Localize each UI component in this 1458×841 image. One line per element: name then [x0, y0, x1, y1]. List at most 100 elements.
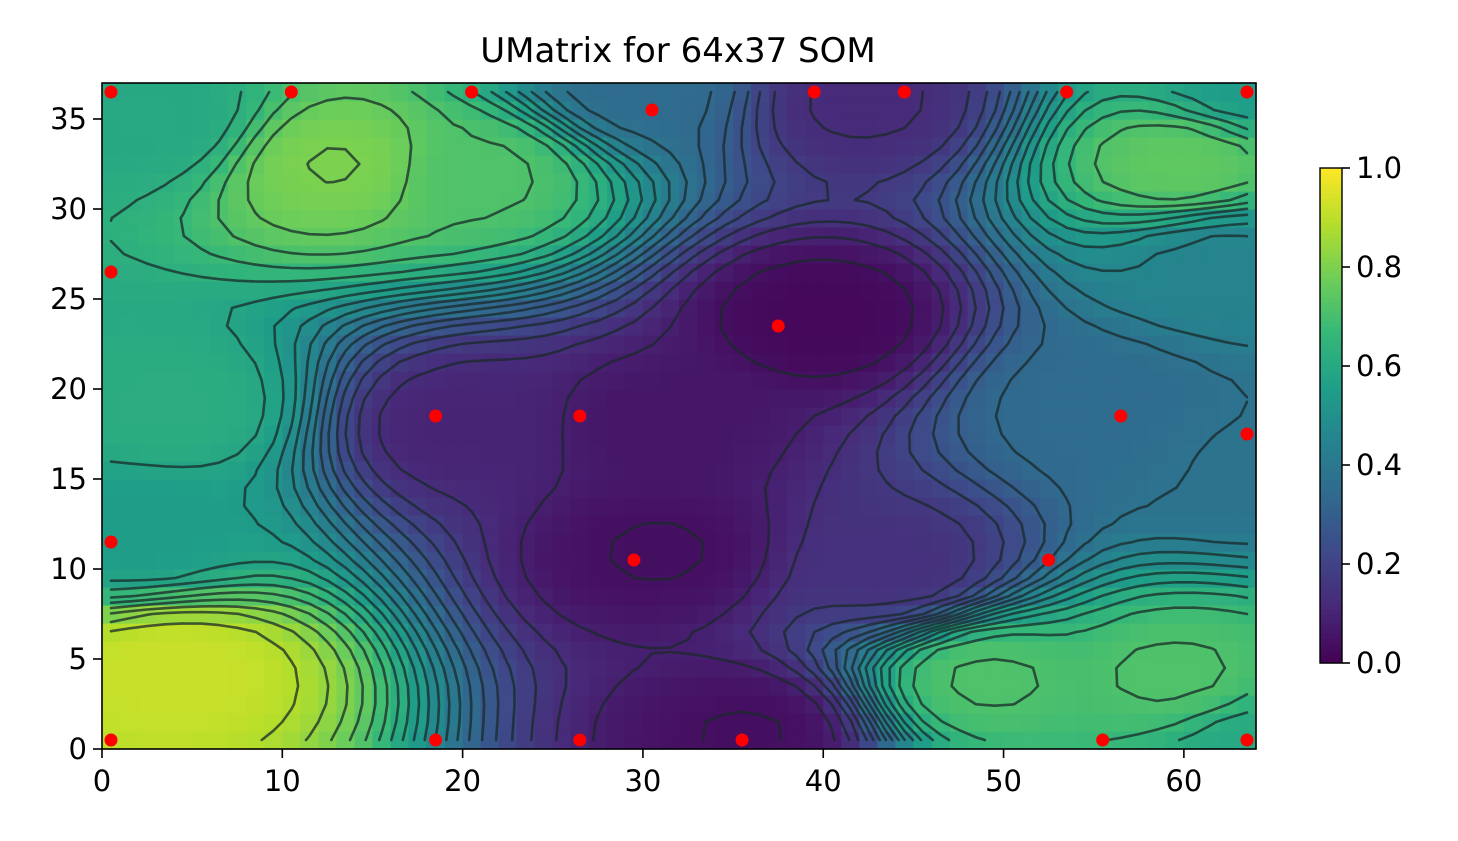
heatmap-cell	[733, 533, 752, 552]
heatmap-cell	[444, 227, 464, 246]
heatmap-cell	[228, 551, 247, 570]
heatmap-cell	[174, 173, 193, 192]
heatmap-cell	[120, 353, 139, 372]
heatmap-cell	[1039, 569, 1059, 588]
heatmap-cell	[606, 479, 626, 498]
heatmap-cell	[210, 515, 229, 534]
heatmap-cell	[138, 479, 157, 498]
heatmap-cell	[246, 569, 265, 588]
heatmap-cell	[156, 497, 175, 516]
heatmap-cell	[390, 551, 410, 570]
heatmap-cell	[624, 587, 644, 606]
heatmap-cell	[642, 389, 662, 408]
heatmap-cell	[1039, 425, 1059, 444]
heatmap-cell	[534, 443, 554, 462]
heatmap-cell	[913, 515, 933, 534]
colorbar-segment	[1320, 519, 1342, 525]
heatmap-cell	[228, 317, 247, 336]
heatmap-cell	[1219, 497, 1239, 516]
heatmap-cell	[426, 515, 446, 534]
heatmap-cell	[138, 677, 157, 696]
contour-line	[311, 90, 1249, 742]
heatmap-cell	[498, 281, 518, 300]
heatmap-cell	[174, 407, 193, 426]
heatmap-cell	[1237, 677, 1257, 696]
colorbar-segment	[1320, 197, 1342, 204]
colorbar-segment	[1320, 549, 1342, 555]
colorbar-segment	[1320, 286, 1342, 293]
heatmap-cell	[174, 443, 193, 462]
heatmap-cell	[498, 353, 518, 372]
heatmap-cell	[228, 641, 247, 660]
colorbar-segment	[1320, 316, 1342, 323]
heatmap-cell	[642, 695, 662, 714]
heatmap-cell	[715, 569, 734, 588]
heatmap-cell	[751, 173, 770, 192]
heatmap-cell	[372, 461, 392, 480]
heatmap-cell	[769, 641, 788, 660]
colorbar-segment	[1320, 366, 1342, 372]
heatmap-cell	[156, 389, 175, 408]
heatmap-cell	[1183, 659, 1203, 678]
heatmap-cell	[138, 713, 157, 732]
heatmap-cell	[138, 515, 157, 534]
heatmap-cell	[805, 263, 824, 282]
heatmap-cell	[156, 713, 175, 732]
heatmap-cell	[769, 407, 788, 426]
heatmap-cell	[1147, 533, 1167, 552]
heatmap-cell	[588, 461, 608, 480]
heatmap-cell	[679, 551, 698, 570]
heatmap-cell	[679, 533, 698, 552]
heatmap-cell	[282, 263, 301, 282]
heatmap-cell	[985, 713, 1005, 732]
heatmap-cell	[1129, 659, 1149, 678]
colorbar-segment	[1320, 262, 1342, 268]
heatmap-cell	[679, 425, 698, 444]
heatmap-cell	[174, 659, 193, 678]
heatmap-cell	[480, 227, 500, 246]
heatmap-cell	[534, 695, 554, 714]
heatmap-cell	[120, 191, 139, 210]
heatmap-cell	[210, 587, 229, 606]
heatmap-cell	[426, 443, 446, 462]
heatmap-cell	[697, 425, 716, 444]
heatmap-cell	[805, 461, 824, 480]
heatmap-cell	[1093, 533, 1113, 552]
heatmap-cell	[751, 677, 770, 696]
heatmap-cell	[715, 425, 734, 444]
heatmap-cell	[174, 515, 193, 534]
heatmap-cell	[1057, 497, 1077, 516]
heatmap-cell	[1111, 497, 1131, 516]
heatmap-cell	[751, 515, 770, 534]
heatmap-cell	[480, 353, 500, 372]
heatmap-cell	[534, 641, 554, 660]
heatmap-cell	[642, 461, 662, 480]
heatmap-cell	[156, 101, 175, 120]
heatmap-cell	[1165, 137, 1185, 156]
heatmap-cell	[841, 587, 860, 606]
heatmap-cell	[480, 461, 500, 480]
heatmap-cell	[1183, 281, 1203, 300]
heatmap-cell	[841, 533, 860, 552]
bmu-point	[645, 103, 659, 117]
heatmap-cell	[228, 335, 247, 354]
heatmap-cell	[246, 731, 265, 750]
heatmap-cell	[660, 227, 680, 246]
heatmap-cell	[985, 353, 1005, 372]
heatmap-cell	[679, 173, 698, 192]
heatmap-cell	[516, 479, 536, 498]
heatmap-cell	[787, 83, 806, 102]
heatmap-cell	[174, 497, 193, 516]
bmu-point	[771, 319, 785, 333]
heatmap-cell	[588, 443, 608, 462]
heatmap-cell	[1039, 371, 1059, 390]
colorbar-segment	[1320, 568, 1342, 575]
colorbar-segment	[1320, 598, 1342, 605]
colorbar-segment	[1320, 445, 1342, 451]
heatmap-cell	[354, 101, 374, 120]
heatmap-cell	[1093, 227, 1113, 246]
heatmap-cell	[1111, 569, 1131, 588]
heatmap-cell	[787, 479, 806, 498]
heatmap-cell	[300, 659, 319, 678]
